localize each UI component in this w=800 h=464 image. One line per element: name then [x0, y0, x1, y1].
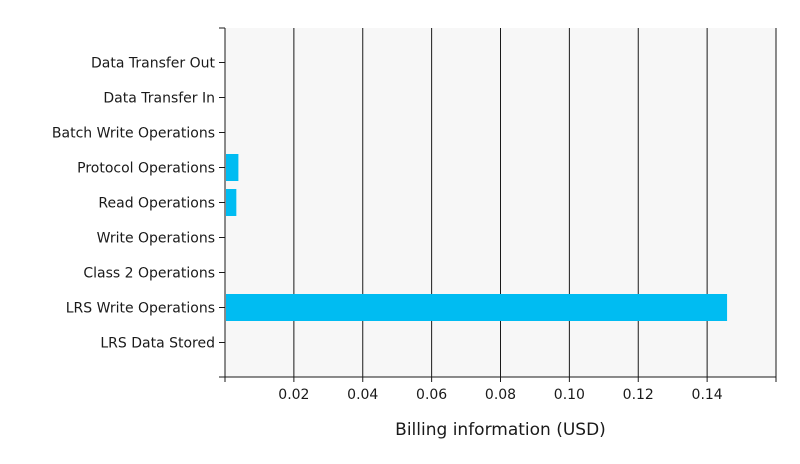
x-tick-label: 0.04: [347, 387, 378, 403]
x-tick-label: 0.14: [692, 387, 723, 403]
x-tick-labels: 0.02 0.04 0.06 0.08 0.10 0.12 0.14: [278, 387, 723, 403]
x-tick-label: 0.10: [554, 387, 585, 403]
axes: [219, 27, 777, 382]
category-label: Protocol Operations: [77, 161, 215, 177]
category-label: LRS Data Stored: [100, 336, 215, 352]
bar-read-operations: [226, 189, 237, 216]
x-tick-label: 0.02: [278, 387, 309, 403]
category-label: Class 2 Operations: [83, 266, 215, 282]
category-label: Batch Write Operations: [52, 126, 215, 142]
bar-lrs-write-operations: [226, 294, 728, 321]
category-label: Read Operations: [98, 196, 215, 212]
bars: [226, 154, 728, 321]
x-tick-label: 0.08: [485, 387, 516, 403]
x-tick-label: 0.12: [623, 387, 654, 403]
x-tick-label: 0.06: [416, 387, 447, 403]
category-label: LRS Write Operations: [66, 301, 215, 317]
category-labels: Data Transfer Out Data Transfer In Batch W…: [52, 56, 216, 352]
category-label: Write Operations: [97, 231, 215, 247]
bar-protocol-operations: [226, 154, 239, 181]
category-label: Data Transfer Out: [91, 56, 216, 72]
x-axis-title: Billing information (USD): [395, 420, 606, 440]
category-label: Data Transfer In: [103, 91, 215, 107]
